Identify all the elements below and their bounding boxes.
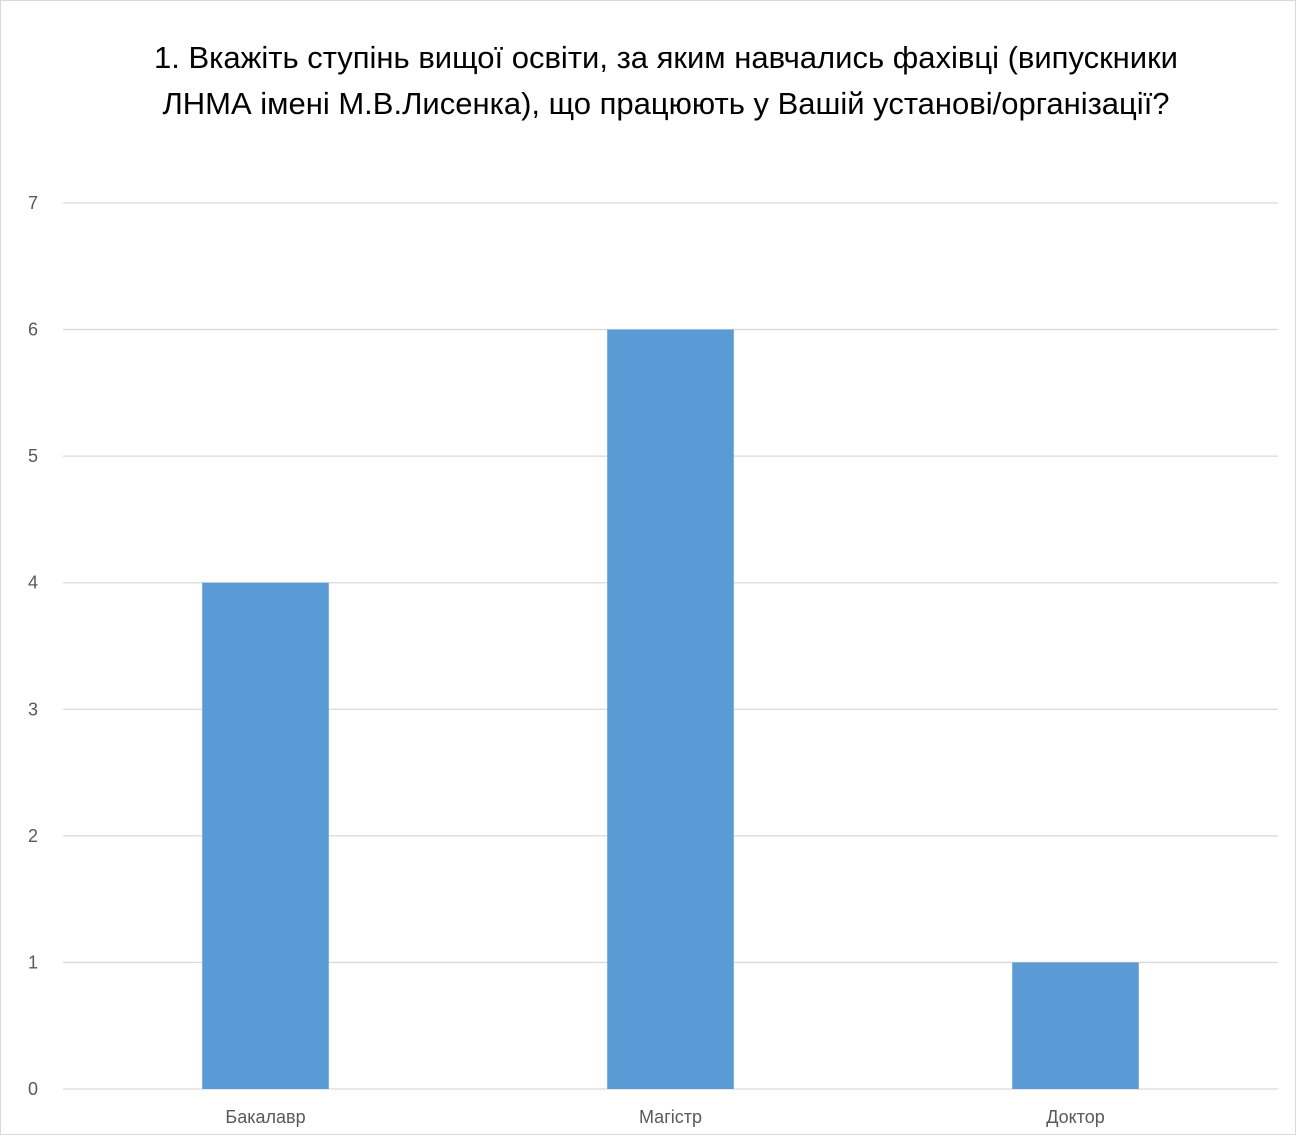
y-tick-label: 6	[28, 320, 38, 340]
y-tick-label: 4	[28, 573, 38, 593]
y-axis-ticks: 0 1 2 3 4 5 6 7	[28, 193, 38, 1099]
x-category-label: Магістр	[639, 1107, 702, 1127]
y-tick-label: 1	[28, 952, 38, 972]
y-tick-label: 7	[28, 193, 38, 213]
x-category-label: Бакалавр	[225, 1107, 305, 1127]
bar-2	[607, 330, 734, 1089]
y-tick-label: 2	[28, 826, 38, 846]
y-tick-label: 0	[28, 1079, 38, 1099]
x-category-label: Доктор	[1046, 1107, 1105, 1127]
y-tick-label: 5	[28, 446, 38, 466]
bar-3	[1012, 962, 1139, 1089]
y-tick-label: 3	[28, 699, 38, 719]
bar-1	[202, 583, 329, 1089]
x-axis-labels: Бакалавр Магістр Доктор	[225, 1107, 1104, 1127]
